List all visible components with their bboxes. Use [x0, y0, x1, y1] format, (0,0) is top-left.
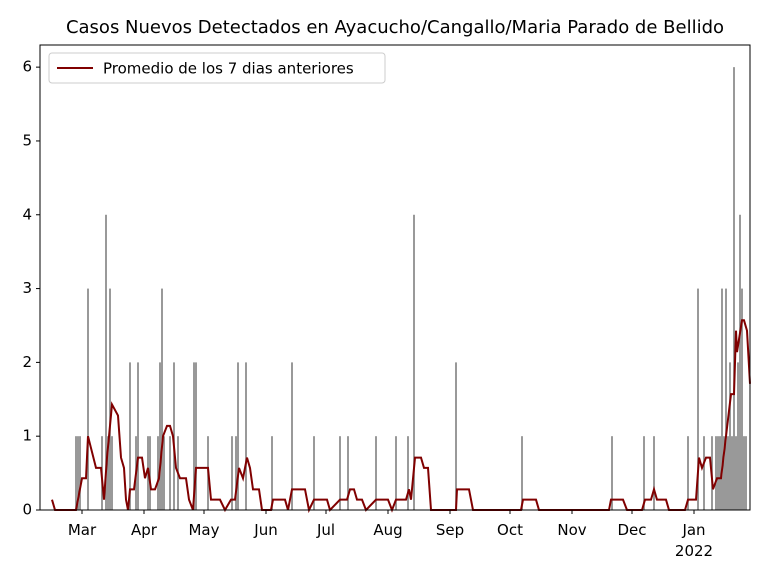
bar: [745, 436, 747, 510]
bar: [159, 362, 161, 510]
y-tick-label: 1: [22, 427, 32, 445]
bar: [521, 436, 523, 510]
x-tick-label: Oct: [497, 521, 523, 539]
x-tick-label: Mar: [68, 521, 97, 539]
axes-frame: [39, 44, 751, 511]
bar: [739, 214, 741, 510]
bar: [193, 362, 195, 510]
legend-label: Promedio de los 7 dias anteriores: [103, 60, 354, 78]
bar: [235, 436, 237, 510]
x-tick-label: Sep: [436, 521, 464, 539]
bar: [107, 436, 109, 510]
y-tick-label: 2: [22, 353, 32, 371]
bar: [723, 436, 725, 510]
bar: [395, 436, 397, 510]
y-tick-label: 5: [22, 131, 32, 149]
bar: [149, 436, 151, 510]
bar: [79, 436, 81, 510]
bar: [643, 436, 645, 510]
bar: [727, 436, 729, 510]
bar: [729, 362, 731, 510]
chart-title: Casos Nuevos Detectados en Ayacucho/Cang…: [66, 17, 724, 38]
bar: [741, 288, 743, 510]
bar: [719, 436, 721, 510]
bar: [743, 436, 745, 510]
bar: [87, 288, 89, 510]
y-tick-label: 0: [22, 501, 32, 519]
bar: [163, 436, 165, 510]
x-tick-label: Jul: [316, 521, 335, 539]
bar: [375, 436, 377, 510]
y-tick-label: 4: [22, 205, 32, 223]
bar: [109, 288, 111, 510]
bar: [737, 362, 739, 510]
bar: [703, 436, 705, 510]
bar: [313, 436, 315, 510]
bar: [231, 436, 233, 510]
bar: [339, 436, 341, 510]
bar: [245, 362, 247, 510]
bar: [129, 362, 131, 510]
bar: [77, 436, 79, 510]
bar: [75, 436, 77, 510]
bar: [687, 436, 689, 510]
bar: [137, 362, 139, 510]
bar: [105, 214, 107, 510]
bar: [237, 362, 239, 510]
bar: [733, 67, 735, 511]
x-tick-label: Jun: [253, 521, 277, 539]
legend-box: [48, 52, 386, 84]
bar: [291, 362, 293, 510]
bar: [715, 436, 717, 510]
x-tick-label: Aug: [373, 521, 402, 539]
x-tick-label: Nov: [557, 521, 586, 539]
bar: [195, 362, 197, 510]
bar: [697, 288, 699, 510]
bar: [347, 436, 349, 510]
bar: [735, 436, 737, 510]
y-tick-label: 6: [22, 58, 32, 76]
bar: [731, 436, 733, 510]
average-line: [51, 319, 751, 514]
y-tick-label: 3: [22, 279, 32, 297]
bar: [611, 436, 613, 510]
bar: [725, 288, 727, 510]
bar: [413, 214, 415, 510]
bar: [407, 436, 409, 510]
bar: [653, 436, 655, 510]
bar: [717, 436, 719, 510]
bar: [455, 362, 457, 510]
bar: [271, 436, 273, 510]
bar: [157, 436, 159, 510]
bar: [161, 288, 163, 510]
x-tick-label: Dec: [617, 521, 646, 539]
x-tick-label: Apr: [131, 521, 158, 539]
bar: [111, 436, 113, 510]
x-tick-label: Jan 2022: [675, 521, 713, 560]
bar: [169, 436, 171, 510]
x-tick-label: May: [188, 521, 219, 539]
bar: [721, 288, 723, 510]
